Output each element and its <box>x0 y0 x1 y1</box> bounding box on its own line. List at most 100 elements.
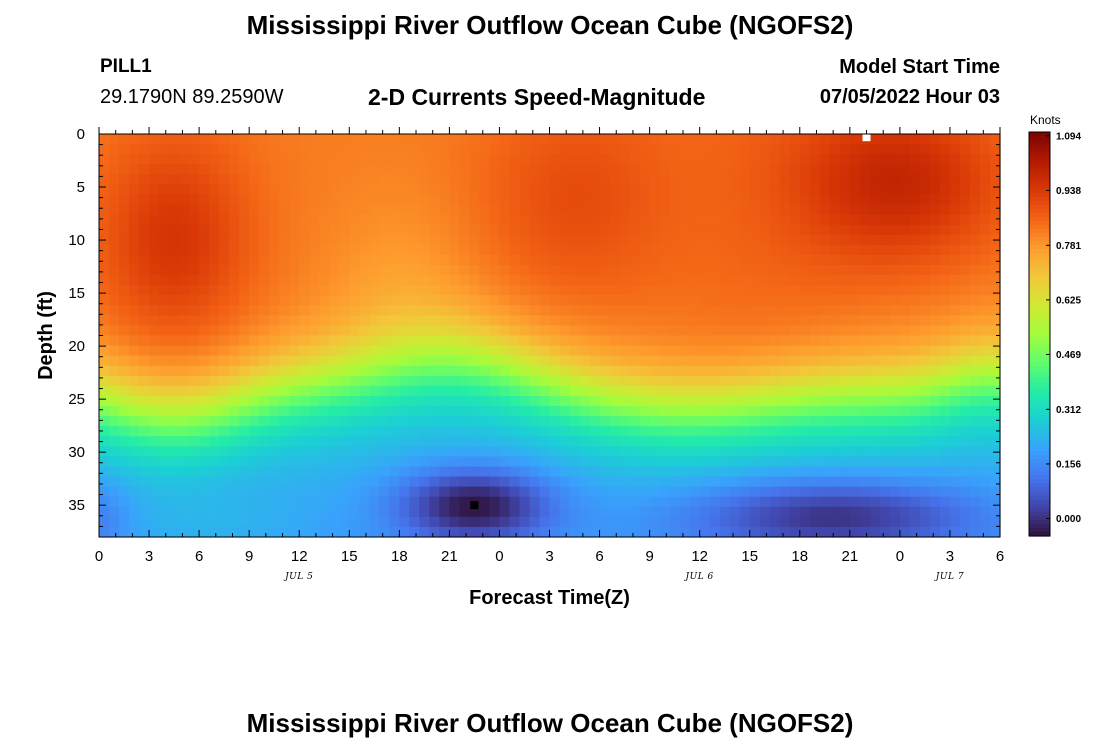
heatmap-cell <box>539 184 551 196</box>
heatmap-cell <box>359 224 370 236</box>
heatmap-cell <box>539 345 551 357</box>
heatmap-cell <box>589 385 601 397</box>
heatmap-cell <box>749 456 761 468</box>
heatmap-cell <box>899 134 911 145</box>
heatmap-cell <box>289 325 300 337</box>
heatmap-cell <box>769 456 781 468</box>
heatmap-cell <box>709 295 721 306</box>
heatmap-cell <box>409 164 420 175</box>
heatmap-cell <box>739 264 751 276</box>
heatmap-cell <box>909 164 921 175</box>
heatmap-cell <box>909 194 921 206</box>
heatmap-cell <box>749 254 761 266</box>
colorbar-swatch <box>1029 418 1050 424</box>
heatmap-cell <box>809 194 821 206</box>
colorbar-swatch <box>1029 398 1050 404</box>
heatmap-cell <box>339 194 350 206</box>
heatmap-cell <box>379 416 390 427</box>
heatmap-cell <box>929 375 941 387</box>
heatmap-cell <box>419 144 430 155</box>
heatmap-cell <box>829 254 841 266</box>
heatmap-cell <box>199 224 210 236</box>
heatmap-cell <box>369 406 380 417</box>
heatmap-cell <box>99 416 110 427</box>
heatmap-cell <box>679 254 691 266</box>
heatmap-cell <box>879 365 891 377</box>
heatmap-cell <box>719 244 731 256</box>
heatmap-cell <box>409 456 420 468</box>
heatmap-cell <box>369 194 380 206</box>
heatmap-cell <box>579 264 591 276</box>
heatmap-cell <box>969 516 981 528</box>
heatmap-cell <box>639 305 651 316</box>
heatmap-cell <box>99 375 110 387</box>
heatmap-cell <box>669 446 681 457</box>
heatmap-cell <box>549 244 561 256</box>
heatmap-cell <box>99 295 110 306</box>
heatmap-cell <box>759 395 771 407</box>
heatmap-cell <box>839 285 851 296</box>
heatmap-cell <box>579 375 591 387</box>
colorbar-swatch <box>1029 455 1050 460</box>
heatmap-cell <box>279 275 290 286</box>
heatmap-cell <box>459 456 471 468</box>
heatmap-cell <box>299 154 310 165</box>
heatmap-cell <box>459 244 471 256</box>
heatmap-cell <box>109 194 120 206</box>
heatmap-cell <box>829 365 841 377</box>
heatmap-cell <box>879 516 891 528</box>
heatmap-cell <box>679 264 691 276</box>
heatmap-cell <box>829 375 841 387</box>
colorbar-swatch <box>1029 402 1050 408</box>
heatmap-cell <box>609 516 621 528</box>
heatmap-cell <box>109 496 120 508</box>
heatmap-cell <box>359 486 370 498</box>
heatmap-cell <box>659 375 671 387</box>
heatmap-cell <box>379 486 390 498</box>
heatmap-cell <box>519 194 531 206</box>
heatmap-cell <box>719 174 731 185</box>
heatmap-cell <box>359 214 370 226</box>
heatmap-cell <box>929 254 941 266</box>
heatmap-cell <box>669 486 681 498</box>
heatmap-cell <box>159 184 170 196</box>
heatmap-cell <box>139 506 150 518</box>
heatmap-cell <box>739 164 751 175</box>
heatmap-cell <box>159 154 170 165</box>
heatmap-cell <box>719 486 731 498</box>
heatmap-cell <box>749 184 761 196</box>
heatmap-cell <box>819 385 831 397</box>
heatmap-cell <box>269 234 280 246</box>
heatmap-cell <box>919 275 931 286</box>
heatmap-cell <box>809 204 821 216</box>
heatmap-cell <box>409 244 420 256</box>
heatmap-cell <box>979 325 991 337</box>
heatmap-cell <box>629 305 641 316</box>
heatmap-cell <box>939 264 951 276</box>
heatmap-cell <box>839 295 851 306</box>
heatmap-cell <box>159 174 170 185</box>
heatmap-cell <box>299 305 310 316</box>
heatmap-cell <box>899 486 911 498</box>
heatmap-cell <box>509 194 521 206</box>
heatmap-cell <box>349 275 360 286</box>
heatmap-cell <box>689 254 701 266</box>
heatmap-cell <box>329 194 340 206</box>
heatmap-cell <box>479 224 491 236</box>
heatmap-cell <box>419 325 430 337</box>
heatmap-cell <box>199 134 210 145</box>
heatmap-cell <box>709 325 721 337</box>
y-tick-label: 25 <box>68 391 85 408</box>
heatmap-cell <box>209 154 220 165</box>
heatmap-cell <box>549 325 561 337</box>
heatmap-cell <box>949 345 961 357</box>
heatmap-cell <box>929 345 941 357</box>
heatmap-cell <box>429 295 440 306</box>
heatmap-cell <box>289 406 300 417</box>
heatmap-cell <box>769 275 781 286</box>
heatmap-cell <box>559 264 571 276</box>
heatmap-cell <box>829 234 841 246</box>
heatmap-cell <box>549 254 561 266</box>
heatmap-cell <box>459 264 471 276</box>
heatmap-cell <box>339 416 350 427</box>
